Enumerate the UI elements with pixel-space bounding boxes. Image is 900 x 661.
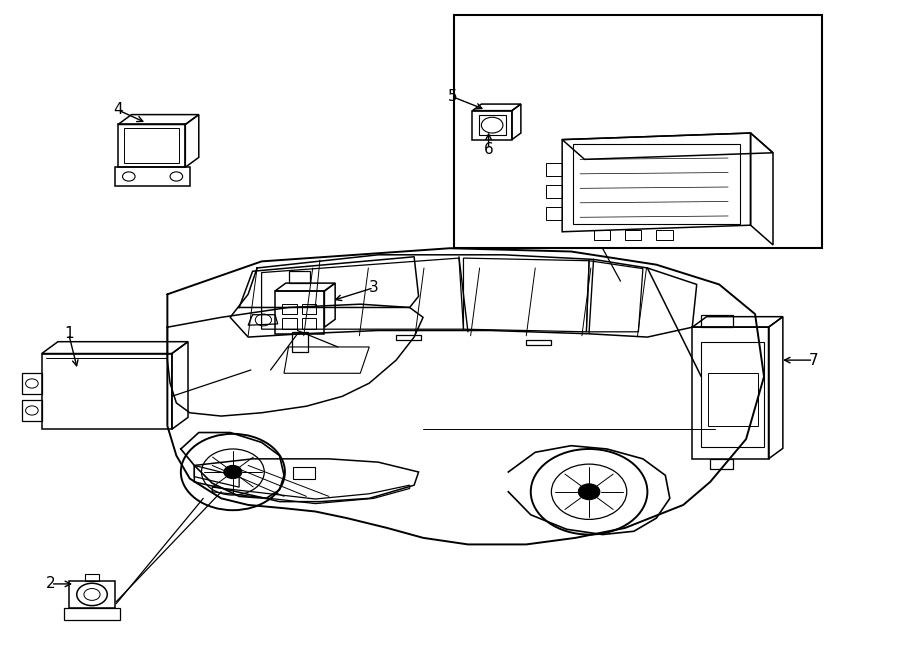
Bar (708, 373, 758, 426)
Bar (573, 143, 740, 224)
Circle shape (579, 484, 599, 500)
Bar (546, 185, 562, 198)
Bar (625, 231, 641, 240)
Bar (701, 342, 764, 447)
Bar (302, 303, 316, 314)
Text: 2: 2 (46, 576, 56, 592)
Text: 6: 6 (483, 142, 493, 157)
Bar (302, 318, 316, 329)
Text: 1: 1 (64, 327, 74, 341)
Bar (656, 231, 672, 240)
Bar (546, 163, 562, 176)
Bar (710, 459, 733, 469)
Bar (289, 271, 310, 283)
Bar (546, 207, 562, 220)
Text: 5: 5 (448, 89, 457, 104)
Bar (701, 315, 733, 327)
Bar (479, 115, 506, 135)
Text: 7: 7 (808, 352, 818, 368)
Bar (526, 340, 552, 345)
Bar (292, 332, 308, 352)
Bar (396, 335, 421, 340)
Bar (293, 467, 315, 479)
Text: 3: 3 (369, 280, 379, 295)
Text: 4: 4 (113, 102, 122, 118)
Bar (283, 318, 297, 329)
Bar (124, 128, 179, 163)
Bar (283, 303, 297, 314)
Bar (594, 231, 609, 240)
Bar (454, 15, 823, 249)
Bar (85, 574, 99, 580)
Circle shape (224, 465, 242, 479)
